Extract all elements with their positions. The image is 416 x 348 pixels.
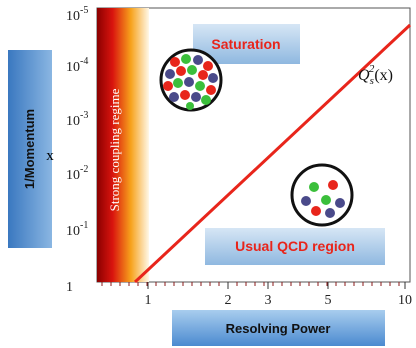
y-axis-title: 1/Momentum <box>22 109 37 189</box>
y-variable: x <box>46 148 54 164</box>
usual-label: Usual QCD region <box>235 238 355 254</box>
x-tick-label: 10 <box>398 293 412 308</box>
strong-band <box>97 8 149 282</box>
x-tick-label: 5 <box>325 293 332 308</box>
y-tick-exponent: -5 <box>80 5 88 16</box>
y-tick-base: 10 <box>66 9 80 24</box>
curve-argument: (x) <box>374 67 393 84</box>
y-tick-label: 1 <box>66 280 73 295</box>
saturation-label: Saturation <box>211 36 280 52</box>
y-tick-base: 10 <box>66 114 80 129</box>
y-tick-base: 10 <box>66 60 80 75</box>
y-tick-exponent: -3 <box>80 110 88 121</box>
y-tick-label: 10-4 <box>66 56 88 75</box>
y-tick-exponent: -1 <box>80 220 88 231</box>
curve-label: Qs2(x) <box>358 63 393 87</box>
y-tick-label: 10-3 <box>66 110 88 129</box>
x-tick-label: 3 <box>265 293 272 308</box>
x-tick-label: 2 <box>225 293 232 308</box>
x-axis-title: Resolving Power <box>226 321 331 336</box>
y-tick-base: 10 <box>66 168 80 183</box>
y-tick-label: 10-1 <box>66 220 88 239</box>
dense-proton <box>161 50 221 110</box>
curve-subscript: s <box>370 75 374 87</box>
y-tick-exponent: -4 <box>80 56 88 67</box>
x-minor-ticks <box>102 282 399 286</box>
y-tick-exponent: -2 <box>80 164 88 175</box>
diagram: 1/Momentum x Resolving Power Strong coup… <box>0 0 416 348</box>
x-tick-label: 1 <box>145 293 152 308</box>
y-tick-base: 1 <box>66 280 73 295</box>
strong-label: Strong coupling regime <box>107 88 122 211</box>
y-tick-label: 10-5 <box>66 5 88 24</box>
dilute-proton <box>292 165 352 225</box>
y-tick-label: 10-2 <box>66 164 88 183</box>
y-tick-base: 10 <box>66 224 80 239</box>
